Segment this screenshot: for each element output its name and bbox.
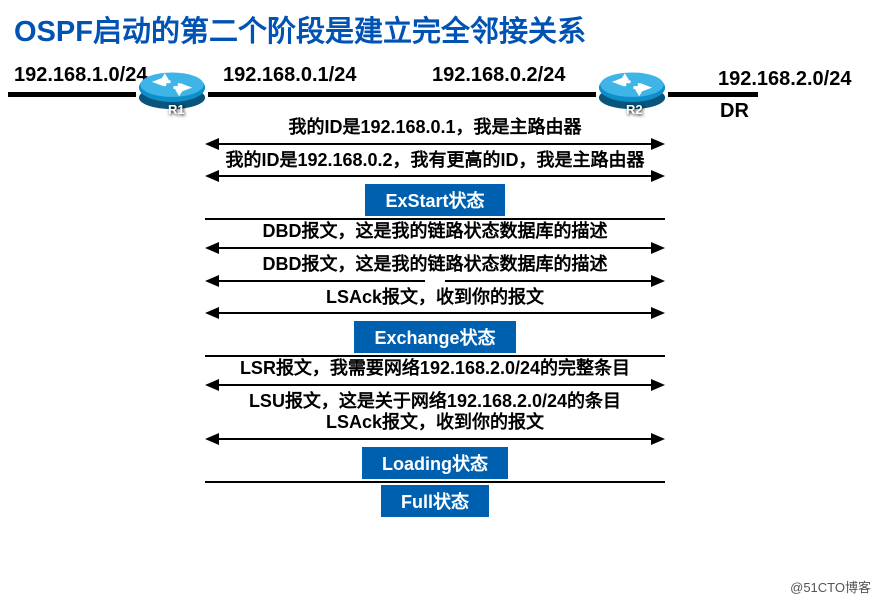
exchange-message: LSAck报文，收到你的报文	[205, 287, 665, 308]
exchange-message: 我的ID是192.168.0.1，我是主路由器	[205, 117, 665, 138]
separator-line	[205, 481, 665, 483]
right-network-label: 192.168.2.0/24	[718, 68, 851, 91]
diagram-title: OSPF启动的第二个阶段是建立完全邻接关系	[0, 0, 877, 54]
router-r2-label: R2	[626, 102, 643, 117]
exchange-message: LSR报文，我需要网络192.168.2.0/24的完整条目	[205, 358, 665, 379]
network-topology: 192.168.1.0/24 192.168.0.1/24 192.168.0.…	[0, 56, 877, 126]
left-network-label: 192.168.1.0/24	[14, 64, 147, 87]
state-badge: Full状态	[381, 485, 489, 517]
r2-interface-label: 192.168.0.2/24	[432, 64, 565, 87]
split-arrow-icon	[205, 275, 665, 287]
double-arrow-icon	[205, 242, 665, 254]
exchange-message: DBD报文，这是我的链路状态数据库的描述	[205, 254, 665, 275]
double-arrow-icon	[205, 379, 665, 391]
exchange-message: LSU报文，这是关于网络192.168.2.0/24的条目	[205, 391, 665, 412]
state-badge: Exchange状态	[354, 321, 515, 353]
exchange-message: DBD报文，这是我的链路状态数据库的描述	[205, 221, 665, 242]
watermark: @51CTO博客	[790, 577, 871, 596]
message-exchange-diagram: 我的ID是192.168.0.1，我是主路由器我的ID是192.168.0.2，…	[205, 117, 665, 519]
double-arrow-icon	[205, 433, 665, 445]
double-arrow-icon	[205, 170, 665, 182]
exchange-message: 我的ID是192.168.0.2，我有更高的ID，我是主路由器	[205, 150, 665, 171]
state-badge: Loading状态	[362, 447, 508, 479]
state-badge: ExStart状态	[365, 184, 504, 216]
dr-label: DR	[720, 100, 749, 123]
router-r1-label: R1	[168, 102, 185, 117]
double-arrow-icon	[205, 307, 665, 319]
double-arrow-icon	[205, 138, 665, 150]
r1-interface-label: 192.168.0.1/24	[223, 64, 356, 87]
exchange-message: LSAck报文，收到你的报文	[205, 412, 665, 433]
